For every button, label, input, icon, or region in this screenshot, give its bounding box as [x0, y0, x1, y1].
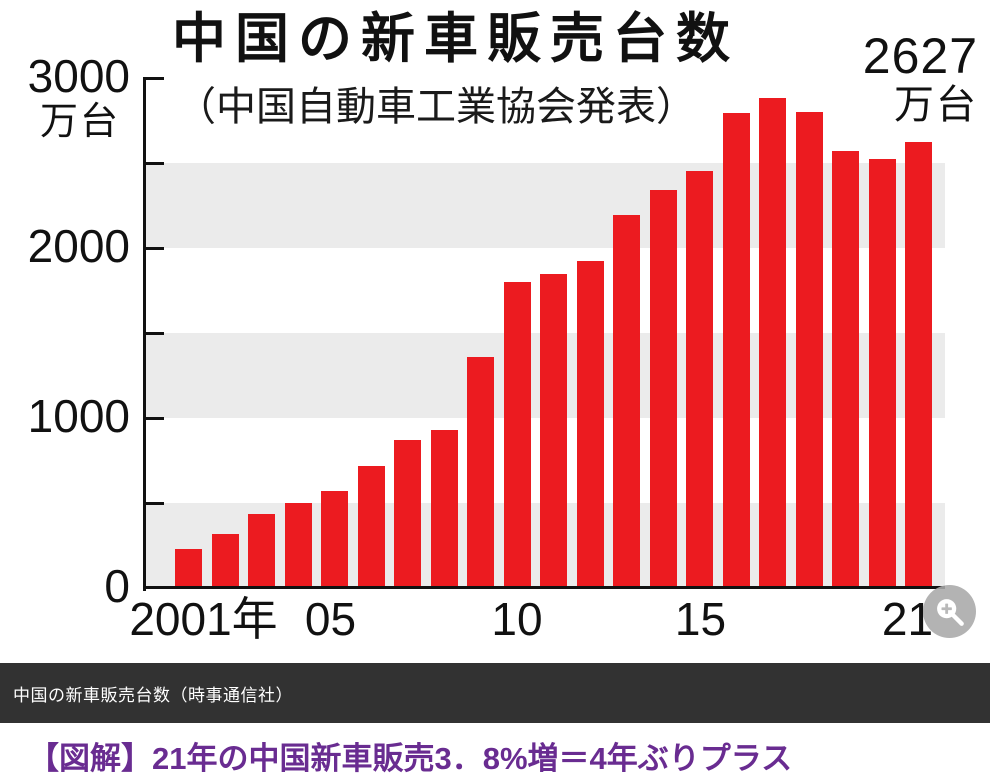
y-axis-unit-label: 万台 — [39, 101, 120, 143]
y-axis-label: 3000 — [27, 50, 130, 102]
bar-2009 — [467, 357, 494, 589]
grid-band — [143, 163, 945, 248]
bar-2019 — [832, 150, 859, 589]
y-axis-tick — [143, 76, 164, 80]
headline-link[interactable]: 【図解】21年の中国新車販売3．8%増＝4年ぶりプラス — [28, 741, 793, 776]
bar-2017 — [759, 98, 786, 589]
zoom-image-button[interactable] — [923, 585, 976, 638]
bar-2003 — [248, 514, 275, 589]
bar-2012 — [576, 260, 604, 589]
image-caption-bar: 中国の新車販売台数（時事通信社） — [0, 663, 990, 723]
bar-2002 — [211, 533, 239, 589]
bar-2004 — [284, 502, 312, 589]
x-axis-label: 2001年 — [129, 593, 278, 645]
x-axis-label: 10 — [491, 593, 543, 645]
image-caption-text: 中国の新車販売台数（時事通信社） — [13, 685, 293, 705]
bar-2005 — [321, 491, 348, 589]
magnifier-icon — [936, 598, 964, 626]
y-axis-tick — [143, 501, 164, 505]
bar-2016 — [722, 112, 750, 589]
y-axis-label: 1000 — [27, 390, 130, 442]
bar-2013 — [613, 215, 640, 589]
bar-2011 — [540, 274, 567, 589]
chart-figure: 中国の新車販売台数 （中国自動車工業協会発表） 万台 2627 万台 3000 2… — [27, 9, 978, 645]
bar-2008 — [430, 429, 458, 589]
x-axis-line — [143, 586, 945, 589]
latest-value-annotation: 2627 — [862, 28, 978, 84]
bar-2021 — [905, 142, 932, 589]
chart-subtitle: （中国自動車工業協会発表） — [176, 85, 696, 129]
y-axis-label: 0 — [104, 560, 130, 612]
bar-2007 — [394, 439, 421, 589]
y-axis-tick — [143, 331, 164, 335]
bar-2010 — [503, 281, 531, 589]
y-axis-label: 2000 — [27, 220, 130, 272]
bar-2006 — [357, 466, 385, 589]
plot-area — [143, 76, 945, 591]
chart-title: 中国の新車販売台数 — [172, 9, 739, 69]
bar-2001 — [175, 548, 202, 589]
bar-2018 — [795, 111, 823, 589]
bar-2020 — [868, 158, 896, 589]
y-axis-tick — [143, 416, 164, 420]
y-axis-tick — [143, 161, 164, 165]
y-axis-tick — [143, 246, 164, 250]
x-axis-label: 05 — [304, 593, 357, 645]
latest-value-unit-label: 万台 — [894, 83, 978, 127]
x-axis-label: 15 — [674, 593, 727, 645]
bar-2014 — [649, 189, 677, 589]
bar-2015 — [686, 170, 713, 589]
y-axis-line — [143, 78, 146, 591]
